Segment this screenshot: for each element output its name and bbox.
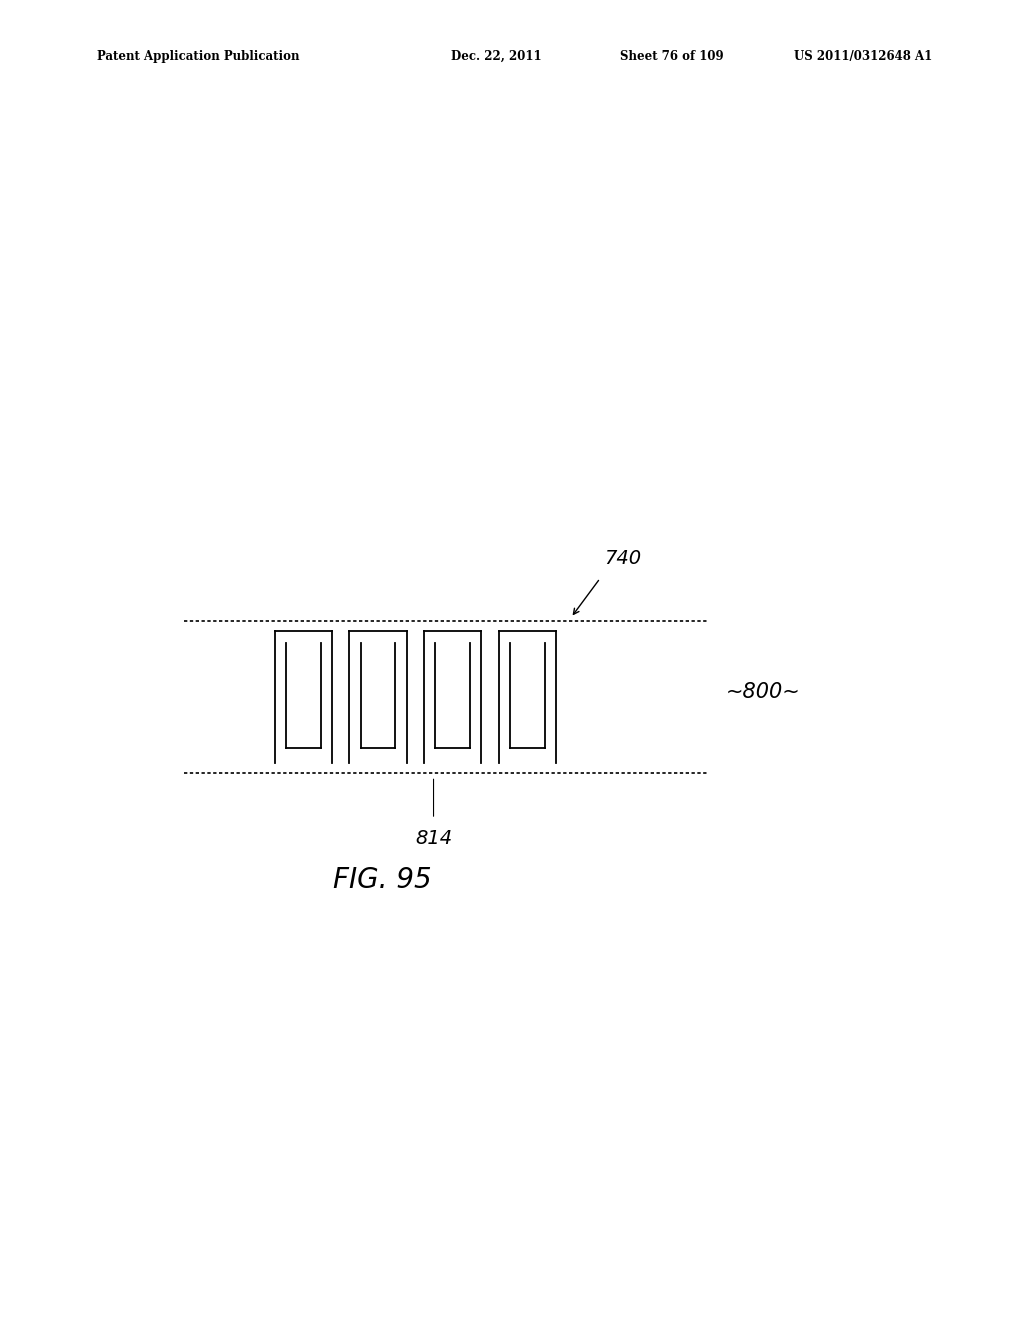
Text: ~800~: ~800~ bbox=[726, 682, 800, 702]
Text: 740: 740 bbox=[604, 549, 641, 568]
Text: US 2011/0312648 A1: US 2011/0312648 A1 bbox=[794, 50, 932, 63]
Text: Sheet 76 of 109: Sheet 76 of 109 bbox=[620, 50, 723, 63]
Text: FIG. 95: FIG. 95 bbox=[333, 866, 431, 894]
Text: 814: 814 bbox=[415, 829, 453, 849]
Text: Patent Application Publication: Patent Application Publication bbox=[97, 50, 300, 63]
Text: Dec. 22, 2011: Dec. 22, 2011 bbox=[451, 50, 542, 63]
